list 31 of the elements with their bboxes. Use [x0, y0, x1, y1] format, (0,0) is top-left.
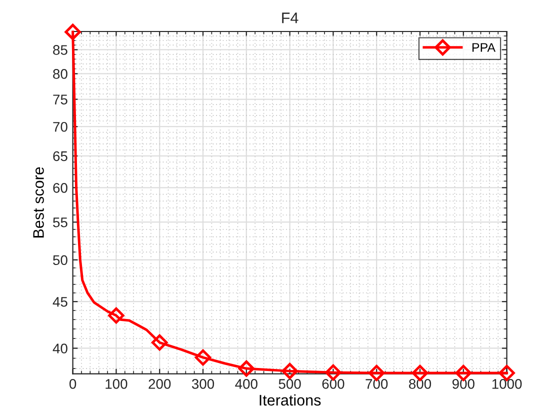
- y-tick-label: 45: [52, 297, 68, 307]
- y-tick-label: 75: [53, 94, 68, 104]
- point: [108, 307, 124, 324]
- y-tick-label: 50: [53, 255, 68, 266]
- y-tick-label: 65: [53, 151, 68, 162]
- point: [238, 360, 255, 377]
- y-tick-label: 85: [53, 45, 68, 55]
- y-tick-label: 55: [53, 218, 68, 228]
- point: [64, 24, 81, 40]
- x-tick-label: 0: [69, 379, 76, 389]
- y-tick-label: 40: [52, 344, 68, 354]
- y-tick-label: 80: [53, 69, 68, 79]
- x-tick-label: 800: [409, 379, 432, 389]
- x-tick-label: 300: [192, 379, 214, 389]
- point: [151, 334, 168, 351]
- x-tick-label: 400: [235, 379, 258, 389]
- point: [282, 362, 298, 380]
- y-tick-label: 70: [53, 122, 68, 132]
- x-tick-label: 900: [452, 379, 474, 389]
- legend-label: PPA: [472, 43, 496, 52]
- x-tick-label: 600: [322, 379, 344, 389]
- x-tick-label: 200: [148, 379, 171, 389]
- x-tick-label: 100: [106, 379, 128, 389]
- x-tick-label: 700: [366, 379, 388, 389]
- y-axis-title: Best score: [33, 167, 44, 238]
- y-tick-label: 60: [53, 182, 68, 193]
- point: [194, 349, 212, 366]
- x-tick-label: 1000: [492, 379, 522, 389]
- chart-title: F4: [282, 12, 298, 24]
- x-axis-title: Iterations: [260, 394, 321, 406]
- x-tick-label: 500: [278, 379, 301, 389]
